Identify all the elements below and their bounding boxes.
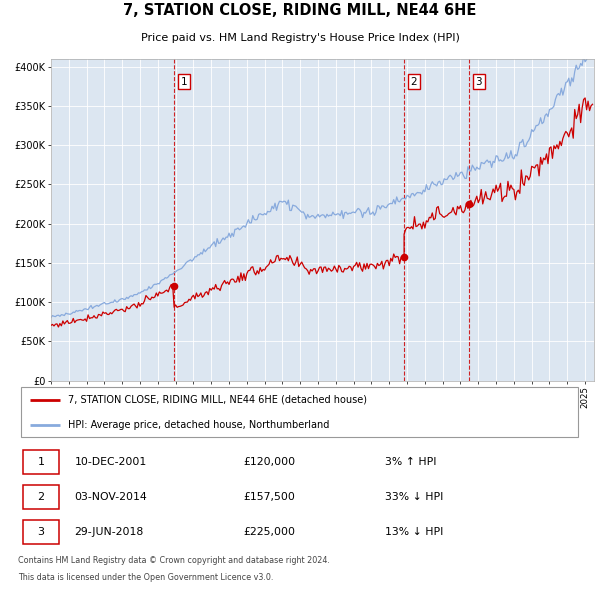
Text: HPI: Average price, detached house, Northumberland: HPI: Average price, detached house, Nort…	[68, 420, 329, 430]
Text: 2: 2	[37, 492, 44, 502]
Text: 3% ↑ HPI: 3% ↑ HPI	[385, 457, 436, 467]
Text: 29-JUN-2018: 29-JUN-2018	[74, 527, 143, 537]
Text: £225,000: £225,000	[244, 527, 296, 537]
Text: Contains HM Land Registry data © Crown copyright and database right 2024.: Contains HM Land Registry data © Crown c…	[18, 556, 330, 565]
Text: 2: 2	[410, 77, 417, 87]
Text: Price paid vs. HM Land Registry's House Price Index (HPI): Price paid vs. HM Land Registry's House …	[140, 32, 460, 42]
Text: 10-DEC-2001: 10-DEC-2001	[74, 457, 146, 467]
Text: 33% ↓ HPI: 33% ↓ HPI	[385, 492, 443, 502]
Text: 1: 1	[37, 457, 44, 467]
Bar	[23, 520, 59, 544]
Bar	[23, 450, 59, 474]
Bar	[23, 485, 59, 509]
Text: £157,500: £157,500	[244, 492, 295, 502]
Text: 3: 3	[37, 527, 44, 537]
Text: 03-NOV-2014: 03-NOV-2014	[74, 492, 147, 502]
Text: 7, STATION CLOSE, RIDING MILL, NE44 6HE (detached house): 7, STATION CLOSE, RIDING MILL, NE44 6HE …	[68, 395, 367, 405]
Text: 1: 1	[181, 77, 187, 87]
Text: 7, STATION CLOSE, RIDING MILL, NE44 6HE: 7, STATION CLOSE, RIDING MILL, NE44 6HE	[124, 3, 476, 18]
Text: This data is licensed under the Open Government Licence v3.0.: This data is licensed under the Open Gov…	[18, 573, 274, 582]
Text: 3: 3	[475, 77, 482, 87]
Text: 13% ↓ HPI: 13% ↓ HPI	[385, 527, 443, 537]
Text: £120,000: £120,000	[244, 457, 296, 467]
